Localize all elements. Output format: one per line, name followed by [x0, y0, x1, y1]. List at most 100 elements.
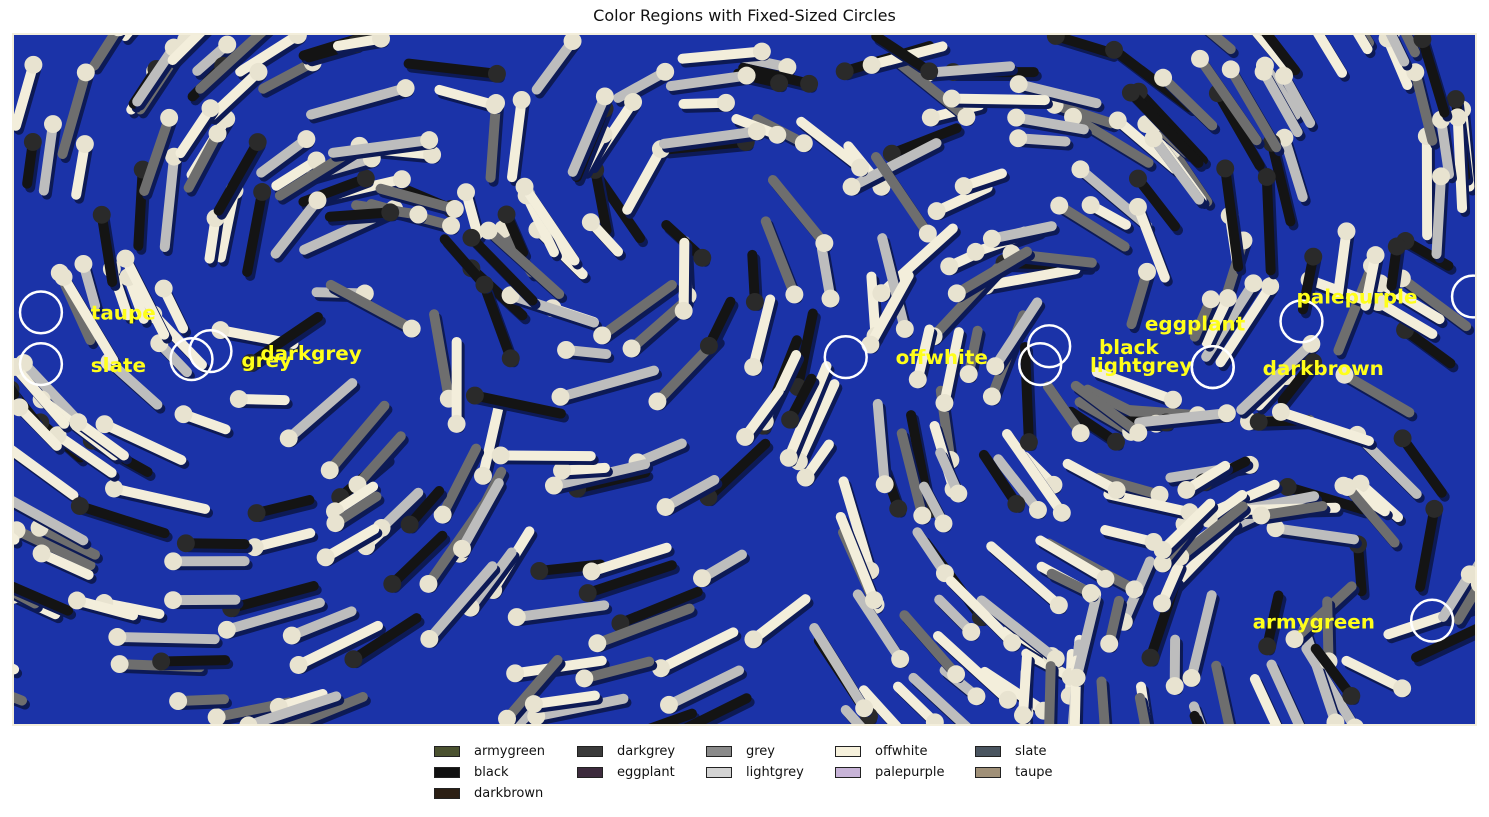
stick [1125, 87, 1204, 168]
stick [931, 182, 993, 217]
stick [1400, 324, 1456, 369]
stick [677, 46, 767, 64]
legend-swatch [434, 767, 460, 778]
region-marker-armygreen: armygreen [1253, 598, 1455, 643]
stick [760, 216, 800, 300]
stick [1049, 99, 1117, 129]
stick [1373, 297, 1438, 339]
region-circle [18, 341, 64, 387]
region-marker-slate: slate [18, 341, 146, 387]
stick [213, 137, 263, 216]
stick [1044, 661, 1056, 724]
stick [325, 279, 417, 334]
stick [1261, 35, 1301, 76]
stick [1050, 35, 1117, 58]
stick [1017, 652, 1032, 721]
stick [1212, 88, 1265, 171]
stick [1175, 501, 1248, 562]
stick [1396, 273, 1472, 332]
legend-swatch [706, 767, 732, 778]
stick [946, 93, 1050, 106]
stick [306, 83, 411, 120]
stick [980, 264, 1081, 291]
stick [180, 538, 250, 550]
stick [796, 116, 866, 173]
legend-label: armygreen [474, 744, 545, 759]
stick [655, 627, 739, 674]
stick [1035, 535, 1111, 584]
region-marker-darkgrey: darkgrey [188, 329, 362, 374]
stick [195, 35, 267, 94]
stick [1261, 172, 1276, 276]
stick [1275, 406, 1374, 446]
legend-label: taupe [1015, 765, 1053, 780]
stick [429, 309, 454, 404]
stick [908, 672, 971, 724]
stick [990, 297, 1043, 372]
stick [99, 419, 187, 465]
stick [283, 378, 358, 444]
stick [840, 705, 865, 724]
region-circle [169, 336, 214, 382]
stick [1436, 114, 1455, 180]
stick [531, 693, 629, 722]
region-label-darkbrown: darkbrown [1263, 357, 1384, 380]
stick [14, 525, 96, 571]
stick [511, 600, 610, 623]
stick [1091, 367, 1178, 405]
stick [270, 195, 323, 259]
stick [945, 576, 1018, 648]
stick [14, 59, 39, 131]
stick [838, 476, 876, 576]
stick [1452, 112, 1468, 214]
stick [660, 474, 720, 512]
stick [678, 237, 690, 316]
stick [1410, 67, 1438, 146]
stick [439, 234, 490, 290]
stick [89, 35, 120, 71]
stick [1065, 406, 1121, 447]
stick [348, 613, 422, 665]
region-marker-darkbrown: darkbrown [1190, 344, 1384, 390]
stick [478, 396, 505, 481]
legend-swatch [577, 767, 603, 778]
stick [993, 454, 1043, 515]
stick [1133, 86, 1209, 166]
stick [519, 181, 580, 266]
region-circle [823, 335, 868, 380]
legend-swatch [835, 767, 861, 778]
stick [1215, 281, 1276, 368]
stick [235, 35, 303, 77]
stick [73, 417, 129, 461]
stick [1252, 35, 1290, 71]
stick [582, 560, 677, 599]
stick [1220, 163, 1244, 272]
stick [434, 84, 500, 111]
stick [871, 35, 935, 77]
stick [58, 272, 119, 366]
region-label-black: black [1099, 336, 1159, 359]
stick [424, 561, 498, 644]
stick [293, 620, 383, 670]
stick [1042, 381, 1086, 439]
stick [375, 183, 460, 214]
stick [1333, 226, 1352, 298]
stick [507, 94, 527, 183]
stick [866, 271, 881, 341]
stick [1341, 655, 1408, 694]
stick [242, 187, 268, 277]
stick [592, 603, 695, 649]
stick [783, 361, 832, 463]
stick [226, 581, 319, 614]
stick [34, 522, 100, 560]
stick [258, 57, 318, 94]
legend-label: palepurple [875, 765, 945, 780]
stick [1158, 72, 1218, 131]
legend-label: offwhite [875, 744, 928, 759]
stick [256, 134, 312, 178]
stick [748, 294, 776, 372]
stick [1353, 35, 1373, 55]
stick [109, 483, 211, 514]
stick [112, 632, 220, 645]
